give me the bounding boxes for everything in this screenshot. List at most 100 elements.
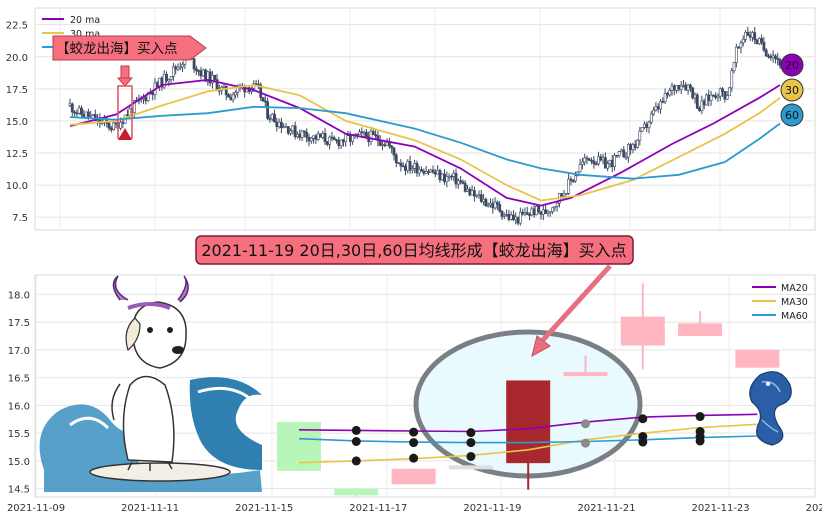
overview-candle [638, 130, 642, 141]
overview-candle [80, 107, 83, 115]
overview-candle [355, 133, 359, 136]
overview-candle [751, 32, 754, 38]
detail-y-tick-label: 16.5 [8, 374, 30, 385]
detail-dot-marker [409, 453, 419, 463]
overview-moving-average-lines [69, 78, 781, 207]
overview-candle [560, 193, 564, 197]
overview-candle [197, 70, 201, 72]
overview-candle [390, 145, 394, 149]
overview-candle [551, 207, 554, 212]
overview-candle [473, 190, 476, 197]
overview-candle [68, 103, 72, 106]
ma-end-badge-label: 20 [785, 59, 799, 72]
overview-candle [378, 140, 382, 146]
detail-x-tick-label: 2021-11-17 [349, 503, 407, 514]
overview-candle [601, 157, 605, 161]
overview-candle [316, 133, 320, 140]
buy-point-marker: 【蛟龙出海】买入点 [52, 35, 207, 140]
overview-candle [585, 157, 589, 160]
detail-dot-marker [638, 437, 648, 447]
overview-candle [702, 100, 706, 106]
detail-x-tick-label: 2021-11-09 [7, 503, 65, 514]
detail-y-tick-label: 18.0 [8, 290, 30, 301]
overview-candle [454, 172, 458, 185]
overview-candle [567, 178, 571, 194]
overview-candle [617, 151, 621, 157]
chart-title: 2021-11-19 20日,30日,60日均线形成【蛟龙出海】买入点 [201, 241, 626, 260]
overview-candle [643, 123, 646, 128]
overview-candle [475, 194, 479, 197]
overview-candle [312, 135, 315, 139]
overview-candle [300, 130, 304, 138]
overview-candle [620, 149, 623, 152]
overview-candle [70, 103, 74, 113]
overview-candle [615, 154, 619, 157]
overview-candle [144, 96, 148, 102]
overview-candle [431, 169, 435, 173]
overview-candle [192, 58, 196, 70]
overview-candle [516, 216, 520, 224]
overview-candle [695, 94, 699, 109]
overview-candle [309, 137, 313, 142]
overview-candle [528, 214, 531, 216]
overview-candle [330, 136, 334, 139]
overview-candle [224, 85, 228, 96]
overview-candle [176, 66, 180, 70]
overview-candle [279, 121, 283, 129]
overview-candle [91, 114, 95, 116]
detail-y-tick-label: 14.5 [8, 485, 30, 496]
overview-candle [427, 171, 430, 173]
overview-candle [603, 157, 607, 169]
overview-candle [406, 161, 410, 171]
detail-candle [620, 316, 665, 346]
overview-candle [762, 41, 766, 51]
overview-candle [470, 190, 474, 196]
overview-candle [165, 73, 168, 82]
detail-dot-marker [581, 419, 590, 429]
overview-y-tick-label: 12.5 [6, 149, 28, 160]
overview-candle [415, 163, 419, 174]
overview-candle [544, 209, 548, 214]
overview-candle [746, 32, 750, 36]
overview-candle [498, 204, 502, 212]
overview-candle [114, 122, 118, 125]
detail-dot-marker [466, 428, 476, 438]
ma-end-badge-label: 60 [785, 109, 799, 122]
detail-x-tick-label: 2021-11-25 [806, 503, 822, 514]
overview-candle [401, 165, 405, 168]
overview-candle [764, 49, 768, 57]
overview-candle [302, 130, 306, 133]
overview-candle [574, 175, 577, 182]
overview-y-tick-label: 10.0 [6, 181, 28, 192]
overview-candle [332, 137, 336, 141]
overview-candle [757, 38, 761, 45]
overview-candle [608, 159, 612, 165]
overview-candle [433, 171, 437, 175]
overview-candle [342, 139, 345, 143]
overview-candle [613, 154, 616, 168]
overview-candle [282, 126, 286, 129]
overview-candle [541, 209, 545, 215]
overview-candle [201, 69, 205, 77]
ma-end-badge [780, 53, 804, 77]
overview-candle [769, 55, 773, 59]
overview-ma-line [69, 105, 781, 180]
overview-candle [381, 144, 384, 146]
detail-ma-line [298, 423, 758, 464]
overview-candle [744, 32, 747, 40]
overview-candle [774, 55, 777, 59]
overview-candle [410, 168, 414, 171]
detail-x-tick-label: 2021-11-23 [692, 503, 750, 514]
overview-candle [112, 122, 116, 131]
overview-candle [328, 136, 332, 145]
overview-candle [286, 126, 290, 134]
overview-candle [325, 141, 329, 145]
overview-candle [535, 205, 538, 216]
overview-candle [296, 133, 299, 138]
overview-candle [132, 100, 136, 114]
overview-candle [564, 193, 568, 195]
detail-ma-line [298, 413, 758, 433]
overview-candle [408, 161, 412, 171]
overview-candle [155, 82, 159, 87]
